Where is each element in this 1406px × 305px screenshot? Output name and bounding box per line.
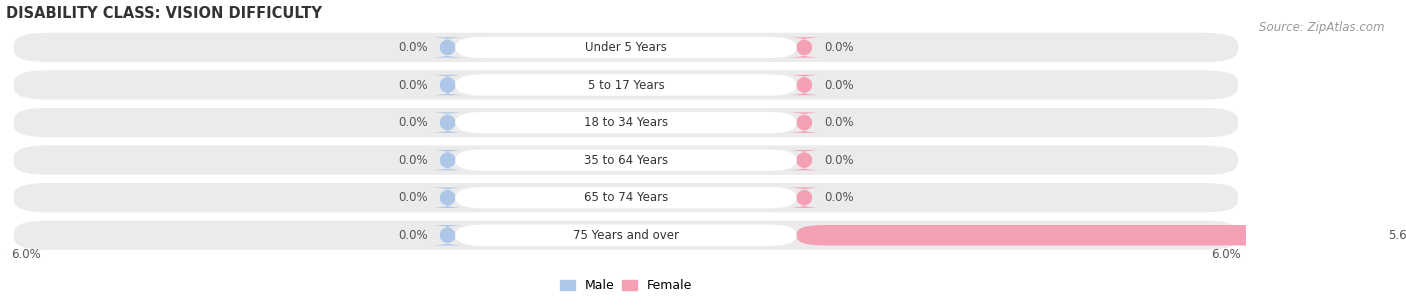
- FancyBboxPatch shape: [456, 112, 797, 133]
- Text: 0.0%: 0.0%: [398, 154, 427, 167]
- FancyBboxPatch shape: [14, 70, 1239, 100]
- FancyBboxPatch shape: [786, 188, 823, 208]
- Text: 0.0%: 0.0%: [398, 78, 427, 92]
- FancyBboxPatch shape: [786, 150, 823, 170]
- FancyBboxPatch shape: [797, 225, 1375, 246]
- Text: 5.6%: 5.6%: [1388, 229, 1406, 242]
- FancyBboxPatch shape: [429, 188, 465, 208]
- FancyBboxPatch shape: [786, 75, 823, 95]
- Text: 0.0%: 0.0%: [398, 116, 427, 129]
- FancyBboxPatch shape: [429, 37, 465, 58]
- Text: 0.0%: 0.0%: [398, 229, 427, 242]
- Text: 0.0%: 0.0%: [398, 191, 427, 204]
- Text: DISABILITY CLASS: VISION DIFFICULTY: DISABILITY CLASS: VISION DIFFICULTY: [6, 5, 322, 20]
- FancyBboxPatch shape: [14, 33, 1239, 62]
- Text: Under 5 Years: Under 5 Years: [585, 41, 666, 54]
- FancyBboxPatch shape: [456, 149, 797, 171]
- FancyBboxPatch shape: [786, 112, 823, 133]
- FancyBboxPatch shape: [14, 145, 1239, 175]
- Text: 0.0%: 0.0%: [824, 154, 853, 167]
- Text: 18 to 34 Years: 18 to 34 Years: [583, 116, 668, 129]
- Text: Source: ZipAtlas.com: Source: ZipAtlas.com: [1260, 21, 1385, 34]
- FancyBboxPatch shape: [14, 221, 1239, 250]
- Text: 0.0%: 0.0%: [824, 191, 853, 204]
- Text: 6.0%: 6.0%: [11, 248, 41, 261]
- Text: 35 to 64 Years: 35 to 64 Years: [583, 154, 668, 167]
- FancyBboxPatch shape: [14, 108, 1239, 137]
- Text: 65 to 74 Years: 65 to 74 Years: [583, 191, 668, 204]
- FancyBboxPatch shape: [456, 74, 797, 96]
- FancyBboxPatch shape: [14, 183, 1239, 212]
- Text: 5 to 17 Years: 5 to 17 Years: [588, 78, 664, 92]
- Text: 6.0%: 6.0%: [1212, 248, 1241, 261]
- Text: 0.0%: 0.0%: [824, 78, 853, 92]
- Text: 0.0%: 0.0%: [824, 116, 853, 129]
- FancyBboxPatch shape: [456, 37, 797, 58]
- FancyBboxPatch shape: [456, 187, 797, 208]
- FancyBboxPatch shape: [429, 75, 465, 95]
- FancyBboxPatch shape: [456, 224, 797, 246]
- Legend: Male, Female: Male, Female: [554, 274, 697, 297]
- FancyBboxPatch shape: [429, 112, 465, 133]
- FancyBboxPatch shape: [429, 150, 465, 170]
- Text: 0.0%: 0.0%: [824, 41, 853, 54]
- FancyBboxPatch shape: [429, 225, 465, 246]
- FancyBboxPatch shape: [786, 37, 823, 58]
- Text: 0.0%: 0.0%: [398, 41, 427, 54]
- Text: 75 Years and over: 75 Years and over: [572, 229, 679, 242]
